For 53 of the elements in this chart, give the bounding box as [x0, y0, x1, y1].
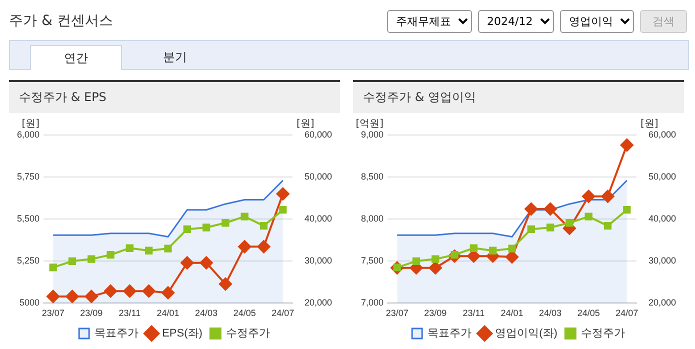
text: 2024/12: [478, 10, 554, 33]
x-tick-label: 24/03: [195, 308, 218, 318]
chart-title: 수정주가 & 영업이익: [353, 82, 684, 113]
text: 주가 & 컨센서스: [9, 12, 113, 30]
legend-label: 영업이익(좌): [495, 328, 558, 340]
text: 연간: [30, 45, 122, 70]
y-tick-label: 9,000: [360, 129, 384, 140]
x-tick-label: 23/07: [42, 308, 64, 318]
legend-label: 목표주가: [428, 328, 472, 340]
y2-tick-label: 40,000: [648, 214, 676, 224]
x-tick-label: 23/11: [118, 308, 141, 318]
y-tick-label: 5,250: [16, 256, 40, 266]
y-axis-title: [원]: [22, 118, 40, 130]
y2-tick-label: 40,000: [304, 214, 332, 224]
y2-tick-label: 50,000: [304, 172, 332, 182]
x-tick-label: 24/01: [156, 308, 180, 318]
x-tick-label: 23/11: [462, 308, 485, 318]
y2-tick-label: 60,000: [648, 129, 676, 140]
x-tick-label: 24/03: [539, 308, 562, 318]
legend-label: 수정주가: [226, 328, 270, 340]
x-tick-label: 24/05: [233, 308, 256, 318]
y-tick-label: 6,000: [16, 129, 40, 140]
x-tick-label: 24/07: [272, 308, 294, 318]
y-axis-title: [억원]: [356, 118, 384, 130]
y-tick-label: 5,750: [16, 172, 40, 182]
y-tick-label: 5,500: [16, 214, 40, 224]
y-tick-label: 8,000: [360, 214, 384, 224]
y-tick-label: 5000: [19, 298, 40, 308]
chart-title: 수정주가 & EPS: [9, 82, 340, 113]
y2-tick-label: 20,000: [304, 298, 332, 308]
text: 주재무제표: [387, 10, 472, 33]
y-tick-label: 7,000: [360, 298, 384, 308]
y-tick-label: 7,500: [360, 256, 384, 266]
x-tick-label: 24/05: [577, 308, 600, 318]
y2-tick-label: 20,000: [648, 298, 676, 308]
legend-label: EPS(좌): [162, 328, 202, 340]
x-tick-label: 24/01: [500, 308, 524, 318]
x-tick-label: 23/07: [386, 308, 408, 318]
legend-label: 목표주가: [94, 328, 139, 340]
y2-tick-label: 30,000: [304, 256, 332, 266]
y2-tick-label: 50,000: [648, 172, 676, 182]
text: 영업이익: [560, 10, 634, 33]
y2-axis-title: [원]: [296, 118, 314, 130]
y2-tick-label: 30,000: [648, 256, 676, 266]
x-tick-label: 24/07: [616, 308, 638, 318]
y-tick-label: 8,500: [360, 172, 384, 182]
x-tick-label: 23/09: [424, 308, 447, 318]
legend-label: 수정주가: [580, 328, 625, 340]
x-tick-label: 23/09: [80, 308, 103, 318]
text: 검색: [640, 10, 687, 33]
text: 분기: [162, 49, 188, 66]
y2-tick-label: 60,000: [304, 129, 332, 140]
y2-axis-title: [원]: [640, 118, 658, 130]
